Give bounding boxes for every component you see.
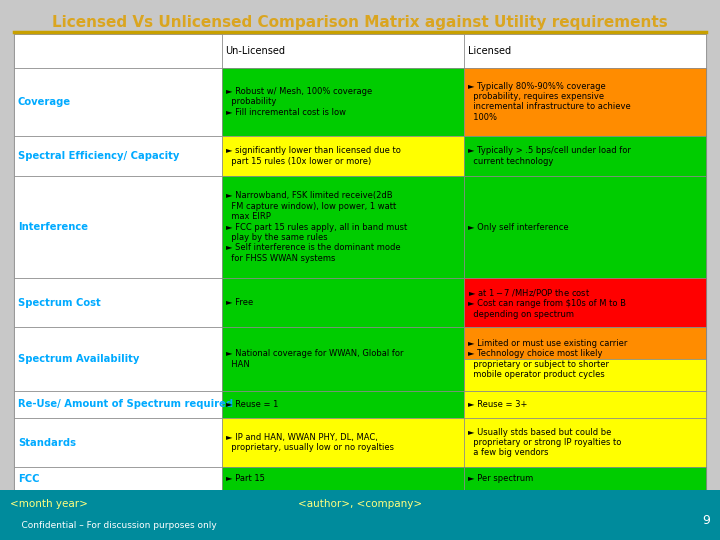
Text: ► IP and HAN, WWAN PHY, DL, MAC,
  proprietary, usually low or no royalties: ► IP and HAN, WWAN PHY, DL, MAC, proprie… [225, 433, 394, 453]
Text: ► Free: ► Free [225, 298, 253, 307]
Text: ► Only self interference: ► Only self interference [468, 222, 568, 232]
Text: Licensed: Licensed [468, 46, 511, 56]
Text: <author>, <company>: <author>, <company> [298, 499, 422, 509]
Bar [464, 418, 706, 468]
Bar [222, 176, 464, 278]
Text: Spectrum Cost: Spectrum Cost [18, 298, 101, 308]
Text: ► Usually stds based but could be
  proprietary or strong IP royalties to
  a fe: ► Usually stds based but could be propri… [468, 428, 621, 457]
Text: ► significantly lower than licensed due to
  part 15 rules (10x lower or more): ► significantly lower than licensed due … [225, 146, 400, 166]
Text: Standards: Standards [18, 437, 76, 448]
Text: ► Typically > .5 bps/cell under load for
  current technology: ► Typically > .5 bps/cell under load for… [468, 146, 631, 166]
Text: ► Reuse = 3+: ► Reuse = 3+ [468, 400, 527, 409]
Text: Un-Licensed: Un-Licensed [225, 46, 286, 56]
Text: Spectrum Availability: Spectrum Availability [18, 354, 140, 364]
Bar [222, 68, 464, 136]
Bar [14, 278, 222, 327]
Bar [464, 176, 706, 278]
Bar [464, 468, 706, 490]
Bar [464, 327, 706, 359]
Text: Licensed Vs Unlicensed Comparison Matrix against Utility requirements: Licensed Vs Unlicensed Comparison Matrix… [52, 15, 668, 30]
Bar [222, 278, 464, 327]
Text: Interference: Interference [18, 222, 88, 232]
Bar [14, 136, 222, 176]
Bar [14, 390, 222, 418]
Bar [464, 390, 706, 418]
Bar [464, 278, 706, 327]
Bar [14, 68, 222, 136]
Text: ► at $1-$7 /MHz/POP the cost
► Cost can range from $10s of M to B
  depending on: ► at $1-$7 /MHz/POP the cost ► Cost can … [468, 287, 626, 319]
Text: Spectral Efficiency/ Capacity: Spectral Efficiency/ Capacity [18, 151, 179, 161]
Bar [222, 468, 464, 490]
Bar [14, 176, 222, 278]
Bar [464, 34, 706, 68]
Text: Confidential – For discussion purposes only: Confidential – For discussion purposes o… [10, 522, 217, 530]
Bar [14, 34, 222, 68]
Bar [14, 418, 222, 468]
Text: ► Per spectrum: ► Per spectrum [468, 474, 533, 483]
Text: <month year>: <month year> [10, 499, 88, 509]
Bar [464, 327, 706, 390]
Text: 9: 9 [702, 514, 710, 526]
Text: FCC: FCC [18, 474, 40, 484]
Bar [14, 468, 222, 490]
Bar [14, 327, 222, 390]
Text: ► Narrowband, FSK limited receive(2dB
  FM capture window), low power, 1 watt
  : ► Narrowband, FSK limited receive(2dB FM… [225, 191, 407, 262]
Text: ► National coverage for WWAN, Global for
  HAN: ► National coverage for WWAN, Global for… [225, 349, 403, 369]
Bar [222, 418, 464, 468]
Bar [464, 68, 706, 136]
Bar [0, 490, 720, 540]
Text: ► Reuse = 1: ► Reuse = 1 [225, 400, 278, 409]
Bar [222, 34, 464, 68]
Text: ► Part 15: ► Part 15 [225, 474, 264, 483]
Bar [222, 327, 464, 390]
Bar [14, 34, 706, 490]
Bar [464, 359, 706, 390]
Text: ► Typically 80%-90%% coverage
  probability, requires expensive
  incremental in: ► Typically 80%-90%% coverage probabilit… [468, 82, 631, 122]
Text: Coverage: Coverage [18, 97, 71, 107]
Bar [222, 136, 464, 176]
Bar [222, 390, 464, 418]
Bar [464, 136, 706, 176]
Text: ► Robust w/ Mesh, 100% coverage
  probability
► Fill incremental cost is low: ► Robust w/ Mesh, 100% coverage probabil… [225, 87, 372, 117]
Text: ► Limited or must use existing carrier
► Technology choice most likely
  proprie: ► Limited or must use existing carrier ►… [468, 339, 627, 379]
Text: Re-Use/ Amount of Spectrum required: Re-Use/ Amount of Spectrum required [18, 399, 233, 409]
